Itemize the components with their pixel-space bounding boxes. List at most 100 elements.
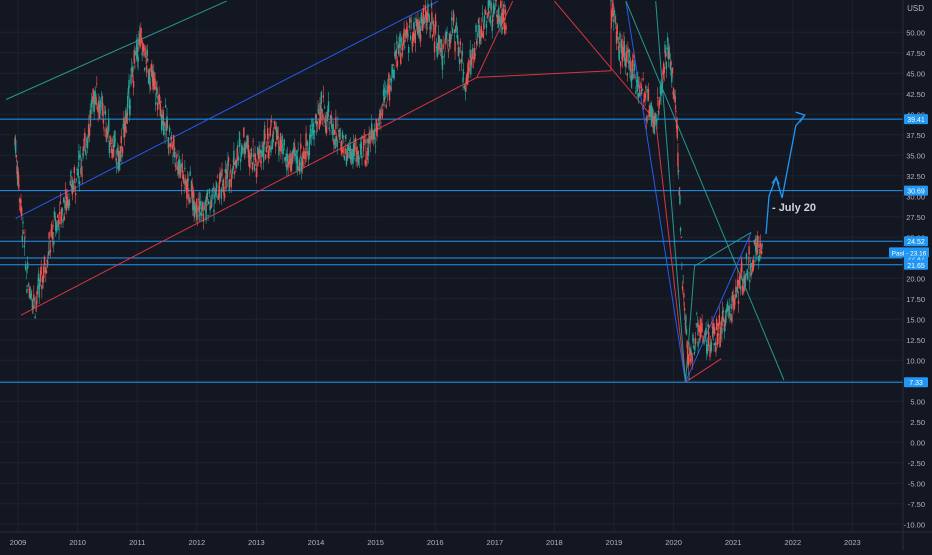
- candle-body: [669, 52, 671, 54]
- candle-body: [62, 218, 64, 223]
- candle-body: [278, 147, 281, 152]
- trend-line: [476, 70, 612, 78]
- candle-body: [358, 155, 360, 159]
- candle-body: [483, 22, 485, 30]
- candle-body: [634, 76, 636, 79]
- candle-body: [164, 104, 167, 108]
- candle-body: [72, 180, 74, 185]
- candle-body: [675, 119, 678, 129]
- candle-body: [336, 140, 338, 148]
- candle-body: [439, 38, 441, 43]
- candle-body: [283, 139, 285, 146]
- candle-body: [311, 118, 313, 127]
- candle-body: [485, 23, 488, 29]
- x-tick-label: 2009: [10, 538, 27, 547]
- candle-body: [53, 211, 56, 218]
- projection-line: [765, 114, 806, 235]
- candle-body: [73, 167, 75, 174]
- candle-body: [745, 273, 747, 280]
- candle-body: [162, 121, 165, 135]
- candle-body: [477, 19, 480, 24]
- y-tick-label: 5.00: [910, 397, 925, 406]
- candle-body: [647, 116, 649, 118]
- candle-body: [186, 185, 188, 199]
- candle-body: [89, 110, 91, 121]
- candle-body: [257, 152, 260, 160]
- level-label-bg: [904, 377, 928, 388]
- x-tick-label: 2010: [69, 538, 86, 547]
- candle-body: [624, 60, 626, 66]
- candle-body: [492, 19, 494, 22]
- candle-body: [104, 110, 107, 116]
- candle-body: [680, 236, 682, 238]
- candle-body: [145, 65, 148, 73]
- candle-body: [255, 158, 257, 161]
- candle-body: [692, 346, 695, 349]
- candle-body: [120, 136, 122, 144]
- candle-body: [24, 236, 26, 238]
- candle-body: [488, 10, 490, 14]
- candle-body: [36, 290, 38, 295]
- candle-body: [704, 333, 706, 336]
- candle-body: [68, 200, 70, 208]
- candle-body: [675, 110, 677, 113]
- candle-body: [446, 32, 448, 34]
- candle-body: [296, 150, 298, 154]
- candle-body: [91, 102, 93, 105]
- candle-body: [135, 47, 137, 57]
- candle-body: [380, 122, 382, 124]
- candle-body: [706, 344, 709, 354]
- candle-body: [107, 133, 109, 135]
- y-tick-label: 20.00: [906, 274, 925, 283]
- candle-body: [64, 200, 66, 209]
- candle-body: [265, 146, 268, 153]
- candle-body: [490, 6, 493, 8]
- candle-body: [259, 160, 262, 163]
- candle-body: [501, 8, 503, 24]
- candle-body: [655, 120, 658, 124]
- candle-body: [376, 127, 379, 130]
- candle-body: [50, 229, 52, 237]
- candle-body: [390, 87, 392, 90]
- candle-body: [323, 107, 326, 108]
- candle-body: [147, 59, 149, 61]
- candle-body: [184, 178, 187, 185]
- candle-body: [677, 170, 680, 173]
- candle-body: [136, 46, 139, 61]
- candle-body: [477, 31, 479, 33]
- candle-body: [192, 200, 194, 211]
- candle-body: [297, 148, 299, 150]
- candle-body: [371, 123, 373, 135]
- candle-body: [457, 35, 459, 44]
- candle-body: [287, 162, 289, 168]
- candle-body: [669, 62, 672, 70]
- candle-body: [307, 152, 309, 156]
- y-tick-label: 45.00: [906, 69, 925, 78]
- candle-body: [198, 201, 201, 212]
- candle-body: [455, 22, 458, 27]
- candle-body: [658, 102, 661, 104]
- candle-body: [463, 85, 466, 89]
- candle-body: [233, 150, 235, 165]
- candle-body: [374, 145, 377, 147]
- candle-body: [381, 113, 383, 118]
- candle-body: [330, 115, 332, 125]
- candle-body: [613, 10, 616, 16]
- candle-body: [229, 170, 232, 172]
- candle-body: [730, 304, 732, 309]
- candle-body: [489, 16, 491, 24]
- candle-body: [683, 293, 685, 298]
- candle-body: [175, 165, 177, 167]
- candle-body: [628, 49, 630, 53]
- candle-body: [282, 153, 285, 154]
- candle-body: [206, 190, 209, 200]
- candle-body: [19, 206, 22, 212]
- candle-body: [74, 181, 76, 184]
- candle-body: [231, 168, 234, 174]
- candle-body: [316, 121, 319, 125]
- candle-body: [271, 138, 273, 150]
- level-label: 30.69: [907, 189, 925, 196]
- candle-body: [48, 232, 50, 239]
- candle-body: [274, 121, 276, 130]
- candle-body: [15, 155, 18, 158]
